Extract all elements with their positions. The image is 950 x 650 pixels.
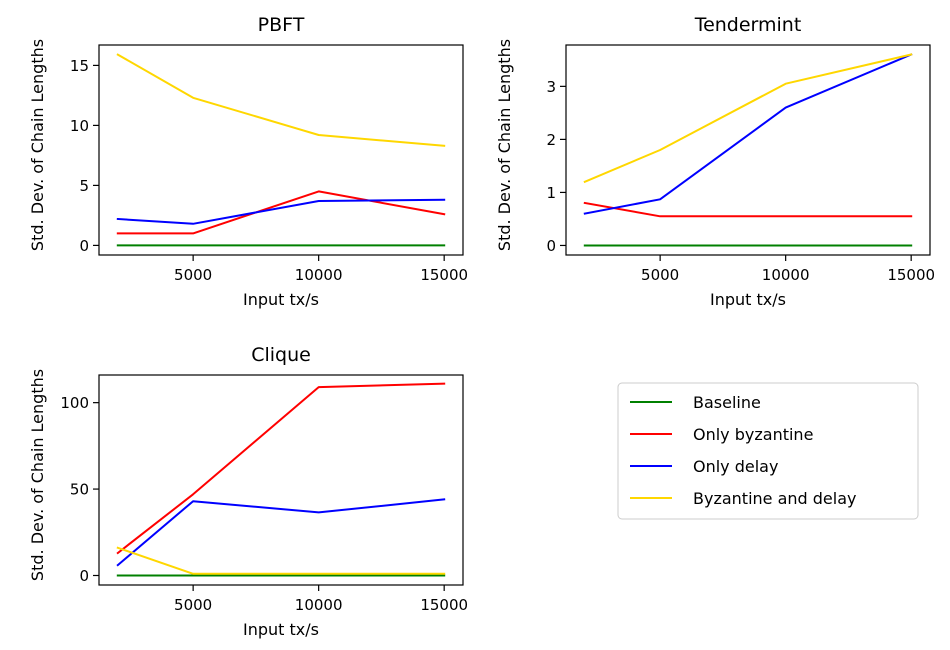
- subplot-pbft: 5000 10000 15000 0 5 10 15 PBFT Input tx/s Std. D…: [28, 14, 468, 309]
- y-axis-label: Std. Dev. of Chain Lengths: [495, 39, 514, 251]
- y-tick-label: 0: [546, 237, 556, 255]
- subplot-tendermint: 5000 10000 15000 0 1 2 3 Tendermint Input tx/s St…: [495, 14, 935, 309]
- x-tick-label: 10000: [295, 596, 343, 614]
- x-axis-label: Input tx/s: [243, 290, 319, 309]
- x-tick-label: 15000: [887, 266, 935, 284]
- y-tick-label: 5: [79, 177, 89, 195]
- series-line-only-byzantine: [116, 190, 446, 235]
- x-tick-label: 15000: [420, 596, 468, 614]
- y-tick-label: 10: [70, 117, 89, 135]
- x-axis-label: Input tx/s: [710, 290, 786, 309]
- y-tick-label: 0: [79, 237, 89, 255]
- y-tick-label: 0: [79, 567, 89, 585]
- x-tick-label: 5000: [174, 266, 212, 284]
- series-line-only-delay: [116, 498, 446, 567]
- series-line-only-byzantine: [116, 382, 446, 555]
- legend-label: Only delay: [693, 457, 778, 476]
- x-tick-label: 10000: [295, 266, 343, 284]
- series-line-byzantine-and-delay: [583, 53, 913, 184]
- legend: Baseline Only byzantine Only delay Byzantin…: [617, 382, 919, 520]
- y-tick-label: 100: [60, 394, 89, 412]
- y-tick-label: 50: [70, 481, 89, 499]
- y-axis-label: Std. Dev. of Chain Lengths: [28, 39, 47, 251]
- series-line-only-byzantine: [583, 201, 913, 218]
- legend-label: Only byzantine: [693, 425, 813, 444]
- y-tick-label: 3: [546, 78, 556, 96]
- x-tick-label: 10000: [762, 266, 810, 284]
- series-line-only-delay: [583, 53, 913, 215]
- subplot-title: Tendermint: [694, 14, 802, 36]
- x-axis-label: Input tx/s: [243, 620, 319, 639]
- y-tick-label: 15: [70, 57, 89, 75]
- series-line-byzantine-and-delay: [116, 53, 446, 147]
- y-tick-label: 1: [546, 184, 556, 202]
- x-tick-label: 5000: [174, 596, 212, 614]
- subplot-clique: 5000 10000 15000 0 50 100 Clique Input tx/s Std.…: [28, 344, 468, 639]
- x-tick-label: 15000: [420, 266, 468, 284]
- subplot-title: PBFT: [258, 14, 305, 36]
- subplot-title: Clique: [251, 344, 311, 366]
- y-tick-label: 2: [546, 131, 556, 149]
- plot-frame: [565, 44, 931, 256]
- y-axis-label: Std. Dev. of Chain Lengths: [28, 369, 47, 581]
- series-line-byzantine-and-delay: [116, 546, 446, 575]
- plot-frame: [98, 44, 464, 256]
- legend-label: Baseline: [693, 393, 761, 412]
- legend-box: [617, 382, 919, 520]
- plot-frame: [98, 374, 464, 586]
- x-tick-label: 5000: [641, 266, 679, 284]
- series-line-only-delay: [116, 198, 446, 225]
- legend-label: Byzantine and delay: [693, 489, 856, 508]
